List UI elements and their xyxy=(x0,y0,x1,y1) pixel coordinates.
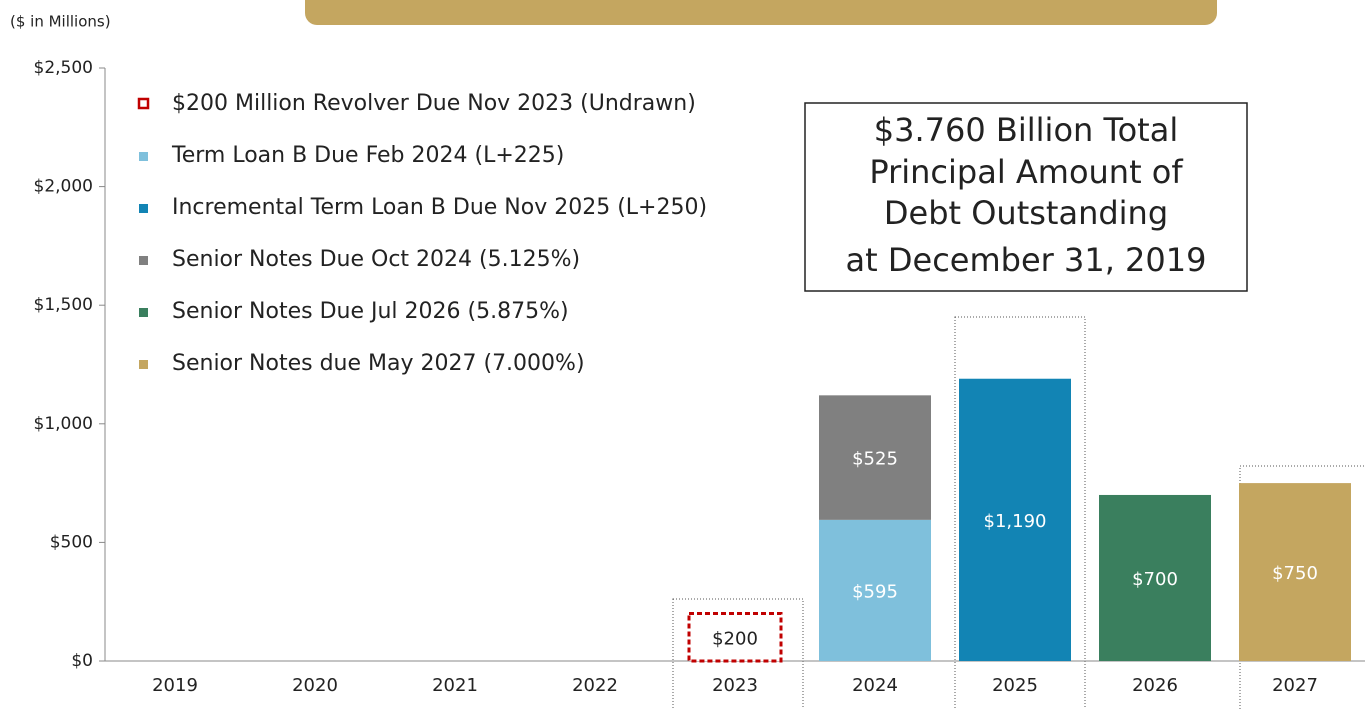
bar xyxy=(959,378,1071,661)
bar xyxy=(819,395,931,520)
legend-label: Senior Notes due May 2027 (7.000%) xyxy=(172,351,585,376)
legend-marker xyxy=(139,360,148,369)
x-tick-label: 2022 xyxy=(572,675,618,696)
data-label: $750 xyxy=(1272,563,1318,584)
annotation: $3.760 Billion Total xyxy=(874,111,1178,149)
y-tick-label: $0 xyxy=(71,651,93,671)
x-tick-label: 2026 xyxy=(1132,675,1178,696)
y-tick-label: $1,500 xyxy=(34,295,93,315)
legend-label: Senior Notes Due Oct 2024 (5.125%) xyxy=(172,247,580,272)
highlight-box xyxy=(672,598,804,709)
y-tick-label: $2,000 xyxy=(34,177,93,197)
x-tick-label: 2024 xyxy=(852,675,898,696)
data-label: $525 xyxy=(852,449,898,470)
legend-marker xyxy=(137,97,150,110)
y-tick-label: $500 xyxy=(50,532,93,552)
x-tick-label: 2027 xyxy=(1272,675,1318,696)
bar xyxy=(1239,483,1351,661)
x-tick-label: 2021 xyxy=(432,675,478,696)
data-label: $200 xyxy=(712,628,758,649)
annotation: Debt Outstanding xyxy=(884,194,1168,232)
bar xyxy=(819,519,931,661)
bar xyxy=(687,612,783,663)
annotation: Principal Amount of xyxy=(869,153,1183,191)
x-tick-label: 2019 xyxy=(152,675,198,696)
data-label: $1,190 xyxy=(984,511,1047,532)
annotation: at December 31, 2019 xyxy=(846,241,1207,279)
y-axis-label: ($ in Millions) xyxy=(10,13,111,31)
header-banner xyxy=(305,0,1217,25)
annotation-box xyxy=(804,102,1248,292)
legend-marker xyxy=(139,152,148,161)
legend-label: Incremental Term Loan B Due Nov 2025 (L+… xyxy=(172,195,707,220)
y-tick-label: $1,000 xyxy=(34,414,93,434)
x-tick-label: 2020 xyxy=(292,675,338,696)
legend-marker xyxy=(139,204,148,213)
x-tick-label: 2025 xyxy=(992,675,1038,696)
legend-label: Term Loan B Due Feb 2024 (L+225) xyxy=(171,143,564,168)
legend-label: Senior Notes Due Jul 2026 (5.875%) xyxy=(172,299,569,324)
highlight-box xyxy=(954,316,1086,709)
data-label: $700 xyxy=(1132,569,1178,590)
legend-marker xyxy=(139,308,148,317)
legend-marker xyxy=(139,256,148,265)
legend-label: $200 Million Revolver Due Nov 2023 (Undr… xyxy=(172,91,696,116)
bar xyxy=(1099,494,1211,661)
x-tick-label: 2023 xyxy=(712,675,758,696)
y-tick-label: $2,500 xyxy=(34,58,93,78)
data-label: $595 xyxy=(852,581,898,602)
